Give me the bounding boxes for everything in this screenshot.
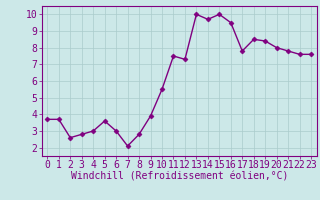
- X-axis label: Windchill (Refroidissement éolien,°C): Windchill (Refroidissement éolien,°C): [70, 172, 288, 182]
